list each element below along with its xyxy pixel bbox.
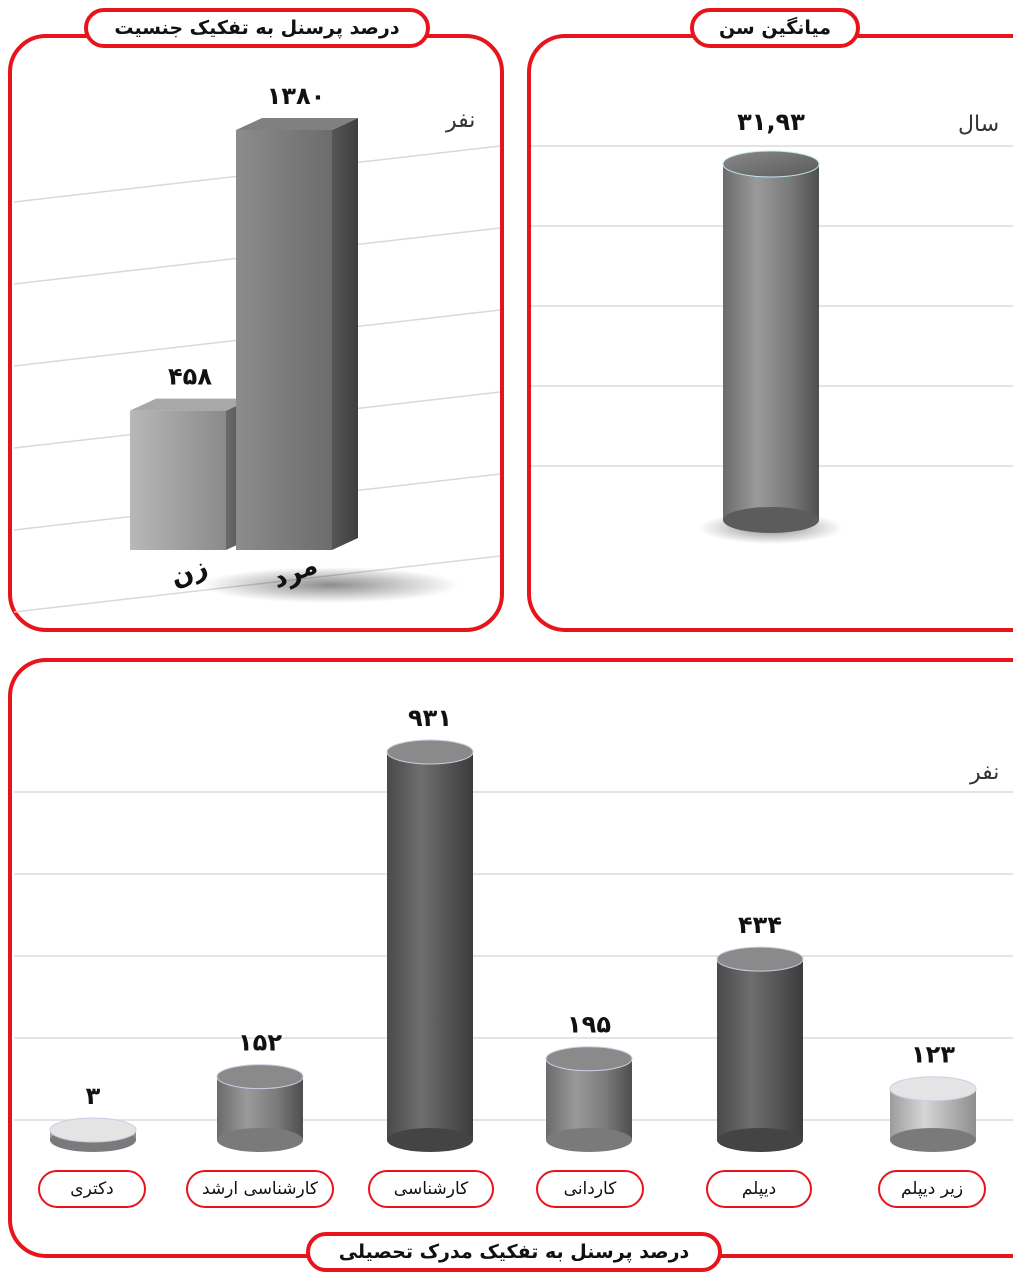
category-label-bachelors: کارشناسی xyxy=(368,1170,494,1208)
education-bar-base xyxy=(546,1128,632,1152)
category-label-doctorate: دکتری xyxy=(38,1170,146,1208)
gender-value-label: ۱۳۸۰ xyxy=(267,82,326,110)
category-label-masters: کارشناسی ارشد xyxy=(186,1170,334,1208)
age-bar-body xyxy=(723,164,819,520)
education-value-label: ۳ xyxy=(86,1082,101,1110)
education-bar xyxy=(716,946,804,1152)
education-bar-body xyxy=(546,1058,632,1140)
education-bar-top xyxy=(716,946,804,972)
education-unit-label: نفر xyxy=(970,760,1000,785)
gender-value-label: ۴۵۸ xyxy=(168,363,212,391)
education-bar xyxy=(889,1076,977,1152)
education-value-label: ۹۳۱ xyxy=(408,704,452,732)
gender-bar-front xyxy=(130,410,226,550)
gender-bar-top xyxy=(236,118,358,130)
education-value-label: ۱۹۵ xyxy=(567,1011,611,1039)
education-bar-top xyxy=(49,1117,137,1143)
gender-bar-top xyxy=(130,398,252,411)
education-bar xyxy=(49,1117,137,1152)
gender-bar xyxy=(236,118,358,550)
education-bar-top xyxy=(545,1046,633,1072)
age-value-label: ۳۱,۹۳ xyxy=(737,108,805,136)
education-chart: ۳ ۱۵۲ ۹۳۱ ۱۹۵ ۴۳۴ ۱۲۳ xyxy=(14,704,1013,1152)
education-bar-base xyxy=(387,1128,473,1152)
education-bar-base xyxy=(217,1128,303,1152)
education-bar xyxy=(216,1064,304,1152)
education-value-label: ۱۲۳ xyxy=(911,1041,955,1069)
age-unit-label: سال xyxy=(958,112,1000,137)
education-panel xyxy=(8,658,1013,1258)
gender-bar-front xyxy=(236,130,332,550)
age-bar-top xyxy=(722,150,820,178)
education-bar-body xyxy=(717,959,803,1140)
age-bar xyxy=(722,150,820,533)
education-value-label: ۴۳۴ xyxy=(738,911,782,939)
gender-bar xyxy=(130,398,252,550)
education-bar-top xyxy=(216,1064,304,1090)
education-value-label: ۱۵۲ xyxy=(238,1029,282,1057)
education-bar-top xyxy=(386,739,474,765)
gender-bar-side xyxy=(332,118,358,550)
age-bar-base xyxy=(723,507,819,533)
category-label-associate: کاردانی xyxy=(536,1170,644,1208)
education-bar-base xyxy=(717,1128,803,1152)
education-bar xyxy=(386,739,474,1152)
gender-unit-label: نفر xyxy=(446,108,476,133)
gender-chart-title: درصد پرسنل به تفکیک جنسیت xyxy=(84,8,430,48)
education-bar-body xyxy=(387,752,473,1140)
category-label-diploma: دیپلم xyxy=(706,1170,812,1208)
category-label-below-diploma: زیر دیپلم xyxy=(878,1170,986,1208)
age-chart-title: میانگین سن xyxy=(690,8,860,48)
education-chart-title: درصد پرسنل به تفکیک مدرک تحصیلی xyxy=(306,1232,722,1272)
education-bar-top xyxy=(889,1076,977,1102)
education-bar-base xyxy=(890,1128,976,1152)
gender-bar-shadow xyxy=(200,567,460,603)
age-chart: ۳۱,۹۳ xyxy=(531,108,1013,544)
education-bar xyxy=(545,1046,633,1152)
